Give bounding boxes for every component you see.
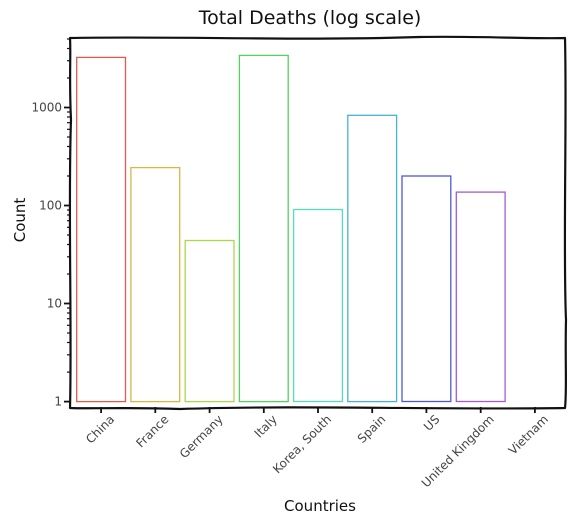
- x-tick-label: Korea, South: [270, 412, 334, 476]
- x-tick-label: Vietnam: [506, 412, 551, 457]
- x-tick-label: France: [133, 412, 171, 450]
- y-tick-label: 10: [47, 297, 62, 311]
- y-axis-label: Count: [11, 198, 29, 243]
- x-tick-label: Italy: [252, 412, 280, 440]
- bar-france: [130, 166, 181, 403]
- bar-spain: [347, 114, 398, 403]
- bar-united-kingdom: [455, 191, 506, 403]
- bar-italy: [238, 54, 289, 403]
- bars-group: [76, 54, 506, 403]
- x-tick-label: US: [421, 412, 443, 434]
- bar-china: [76, 56, 127, 403]
- y-tick-label: 100: [39, 199, 62, 213]
- x-tick-label: Germany: [177, 412, 226, 461]
- y-tick-label: 1000: [31, 101, 62, 115]
- x-axis-label: Countries: [284, 497, 356, 515]
- y-tick-label: 1: [54, 395, 62, 409]
- x-tick-label: China: [83, 412, 117, 446]
- bar-korea-south: [292, 208, 344, 403]
- chart-title: Total Deaths (log scale): [198, 7, 422, 29]
- x-tick-label: Spain: [355, 412, 389, 446]
- plot-frame: [68, 35, 568, 411]
- bar-germany: [184, 239, 235, 403]
- bar-us: [401, 175, 452, 403]
- y-axis-ticks: 1 10 100 1000: [31, 38, 71, 409]
